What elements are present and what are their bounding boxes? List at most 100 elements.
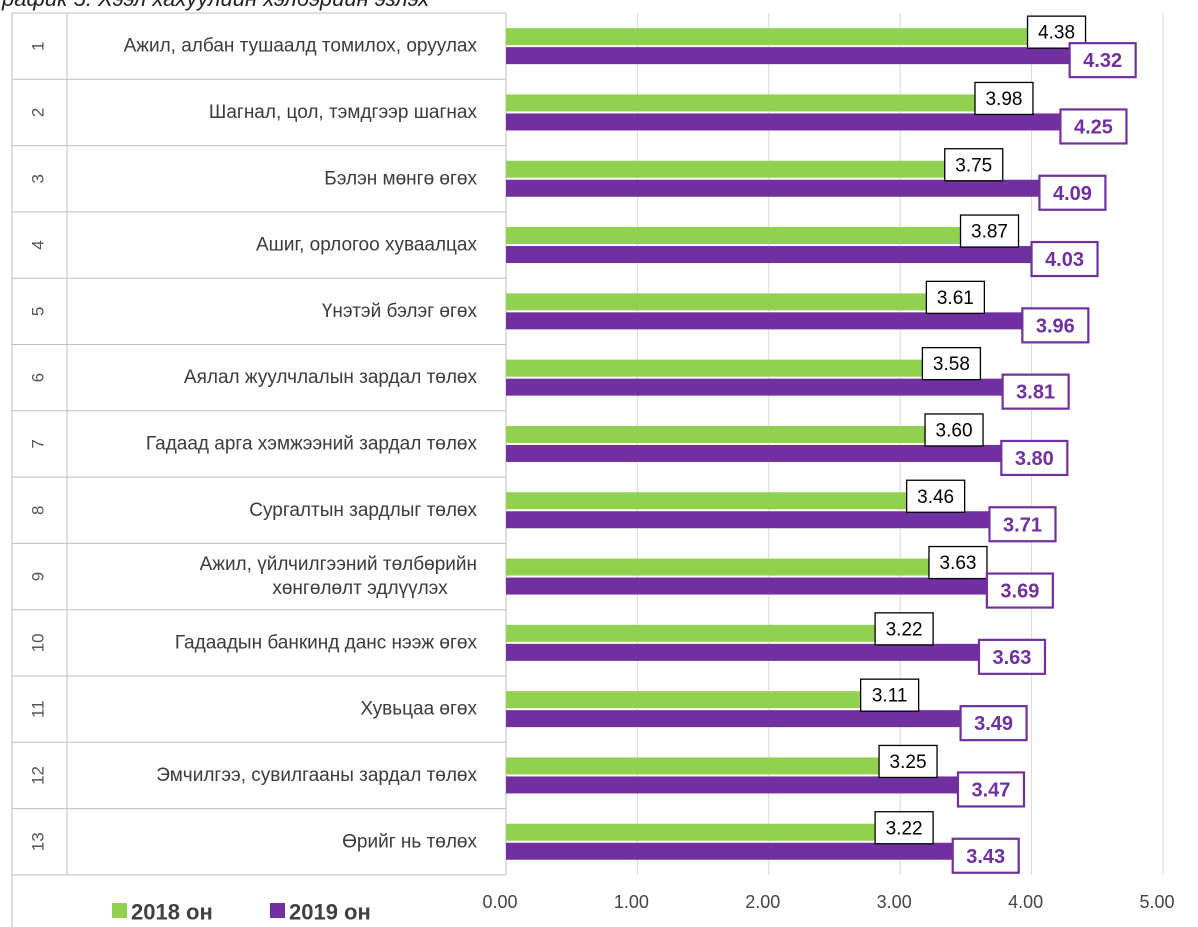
data-label-2019-text: 4.09 — [1053, 183, 1092, 205]
data-label-2019-box — [1068, 42, 1137, 79]
data-label-2018-text: 3.11 — [872, 686, 908, 707]
legend-entry: 2018 он — [112, 900, 213, 925]
data-label-2018-box — [874, 811, 934, 845]
data-label-2019: 3.43 — [951, 837, 1020, 874]
data-label-2019-box — [988, 506, 1057, 543]
category-table: 1 Ажил, албан тушаалд томилох, оруулах 2 Ша… — [11, 12, 507, 927]
data-label-2019: 3.80 — [1000, 439, 1069, 477]
data-label-2018-box — [924, 413, 984, 447]
data-label-2019-text: 3.81 — [1016, 382, 1055, 404]
data-label-2019-box — [951, 837, 1020, 874]
category-label: хөнгөлөлт эдлүүлэх — [272, 578, 448, 599]
category-rank: 8 — [29, 506, 48, 515]
category-label: Ажил, албан тушаалд томилох, оруулах — [124, 36, 478, 57]
data-label-2019: 3.47 — [956, 771, 1026, 808]
data-label-2018-text: 3.22 — [886, 818, 923, 839]
data-label-2019-text: 3.80 — [1015, 448, 1054, 470]
bar-2019 — [506, 511, 994, 529]
data-label-2019-text: 3.63 — [993, 647, 1032, 669]
data-label-2019-box — [1059, 108, 1128, 145]
data-label-2018-text: 3.58 — [933, 354, 970, 375]
bar-2019 — [506, 113, 1065, 131]
category-rank: 6 — [29, 373, 48, 382]
data-label-2019-text: 4.03 — [1045, 249, 1084, 271]
data-label-2019-text: 3.71 — [1003, 514, 1042, 536]
bar-2018 — [506, 425, 980, 443]
data-label-2018: 3.22 — [874, 612, 934, 646]
data-label-2019: 4.32 — [1068, 42, 1137, 79]
data-label-2018-box — [905, 479, 966, 513]
category-label: Үнэтэй бэлэг өгөх — [322, 301, 478, 322]
bar-2019 — [506, 643, 983, 661]
data-label-2019-text: 3.47 — [971, 779, 1010, 801]
x-tick-label: 5.00 — [1139, 892, 1174, 912]
data-label-2018-box — [878, 744, 938, 779]
bar-2018 — [506, 558, 983, 576]
category-label: Сургалтын зардлыг төлөх — [249, 500, 477, 521]
data-label-2018-text: 3.98 — [985, 89, 1022, 110]
bar-2018 — [506, 94, 1029, 112]
category-label: Бэлэн мөнгө өгөх — [324, 168, 477, 189]
data-label-2019-box — [985, 572, 1054, 609]
data-label-2019-box — [959, 705, 1028, 742]
data-label-2019: 3.69 — [985, 572, 1054, 609]
category-rank: 2 — [29, 108, 48, 117]
data-label-2018: 3.58 — [921, 346, 982, 381]
legend-swatch — [270, 903, 285, 918]
category-label: Шагнал, цол, тэмдгээр шагнах — [209, 102, 478, 123]
data-label-2019: 4.09 — [1038, 174, 1107, 211]
category-rank: 7 — [29, 439, 48, 448]
data-label-2018: 3.25 — [878, 744, 938, 779]
data-label-2018-box — [928, 545, 988, 580]
bar-2019 — [506, 842, 957, 860]
data-label-2018-text: 3.60 — [936, 420, 973, 441]
x-axis: 0.00 1.00 2.00 3.00 4.00 5.00 — [482, 892, 1174, 912]
bar-2018 — [506, 227, 1015, 245]
data-label-2019-box — [1000, 439, 1069, 477]
data-label-2018-text: 3.87 — [971, 222, 1008, 243]
data-label-2018-text: 3.25 — [890, 752, 927, 773]
data-label-2019-text: 3.49 — [974, 713, 1013, 735]
bar-2018 — [506, 624, 930, 642]
x-tick-label: 2.00 — [745, 892, 780, 912]
data-label-2019-text: 4.32 — [1083, 50, 1122, 72]
data-label-2018: 3.60 — [924, 413, 984, 447]
bar-2019 — [506, 179, 1044, 197]
data-label-2018: 3.75 — [944, 148, 1004, 182]
category-rank: 11 — [29, 700, 48, 718]
category-label: Ажил, үйлчилгээний төлбөрийн — [200, 554, 477, 575]
x-tick-label: 1.00 — [614, 892, 649, 912]
data-labels: 4.38 4.32 3.98 4.25 3.75 4.09 3.87 4.03 3.61 3.96… — [860, 15, 1137, 874]
category-rank: 9 — [29, 572, 48, 581]
figure-caption: рафик 5. Хээл хахуулийн хэлбэрийн эзлэх — [1, 0, 430, 11]
bar-2019 — [506, 312, 1027, 330]
category-rank: 10 — [29, 633, 48, 652]
data-label-2019-text: 3.43 — [966, 846, 1005, 868]
x-tick-label: 3.00 — [877, 892, 912, 912]
bar-2019 — [506, 776, 962, 794]
data-label-2018: 3.87 — [959, 214, 1020, 248]
data-label-2019-text: 4.25 — [1074, 116, 1113, 138]
bar-2018 — [506, 757, 934, 775]
category-rank: 1 — [29, 41, 48, 50]
data-label-2018-box — [874, 612, 934, 646]
data-label-2019-box — [1030, 240, 1099, 278]
category-label: Аялал жуулчлалын зардал төлөх — [184, 367, 478, 388]
bar-2018 — [506, 160, 999, 178]
data-label-2019-text: 3.69 — [1000, 581, 1039, 603]
category-rank: 5 — [29, 307, 48, 316]
legend: 2018 он 2019 он — [112, 900, 371, 925]
data-label-2018-text: 3.75 — [955, 155, 992, 176]
legend-label: 2019 он — [289, 900, 371, 925]
x-tick-label: 0.00 — [482, 892, 517, 912]
category-label: Гадаадын банкинд данс нээж өгөх — [175, 632, 478, 653]
bar-2018 — [506, 823, 930, 841]
data-label-2018-text: 3.61 — [937, 288, 974, 309]
category-rank: 13 — [29, 832, 48, 851]
bar-2019 — [506, 246, 1036, 264]
data-label-2018: 3.46 — [905, 479, 966, 513]
data-label-2019-box — [1038, 174, 1107, 211]
data-label-2019: 3.81 — [1001, 373, 1070, 410]
bar-2019 — [506, 378, 1007, 396]
